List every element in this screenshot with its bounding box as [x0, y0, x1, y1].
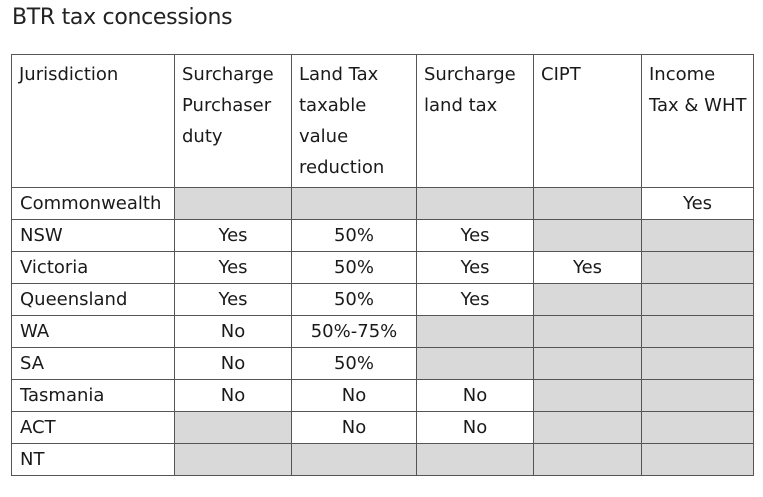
- value-cell: 50%: [291, 251, 417, 284]
- empty-cell: [641, 251, 754, 284]
- value-cell: 50%-75%: [291, 315, 417, 348]
- empty-cell: [416, 443, 534, 476]
- jurisdiction-cell: ACT: [11, 411, 175, 444]
- empty-cell: [533, 411, 642, 444]
- table-row: Tasmania No No No: [11, 379, 754, 412]
- table-row: Commonwealth Yes: [11, 187, 754, 220]
- value-cell: No: [416, 411, 534, 444]
- value-cell: Yes: [641, 187, 754, 220]
- value-cell: No: [291, 411, 417, 444]
- empty-cell: [416, 187, 534, 220]
- value-cell: No: [174, 315, 292, 348]
- value-cell: No: [416, 379, 534, 412]
- value-cell: No: [174, 379, 292, 412]
- empty-cell: [641, 411, 754, 444]
- empty-cell: [174, 411, 292, 444]
- value-cell: Yes: [174, 283, 292, 316]
- column-header-surcharge-purchaser-duty: Surcharge Purchaser duty: [174, 54, 292, 188]
- empty-cell: [416, 347, 534, 380]
- column-header-cipt: CIPT: [533, 54, 642, 188]
- value-cell: 50%: [291, 219, 417, 252]
- empty-cell: [533, 379, 642, 412]
- value-cell: No: [174, 347, 292, 380]
- empty-cell: [641, 315, 754, 348]
- page-title: BTR tax concessions: [12, 5, 233, 30]
- column-header-surcharge-land-tax: Surcharge land tax: [416, 54, 534, 188]
- jurisdiction-cell: Tasmania: [11, 379, 175, 412]
- value-cell: Yes: [174, 251, 292, 284]
- table-row: SA No 50%: [11, 347, 754, 380]
- column-header-jurisdiction: Jurisdiction: [11, 54, 175, 188]
- empty-cell: [533, 219, 642, 252]
- table-row: NSW Yes 50% Yes: [11, 219, 754, 252]
- empty-cell: [641, 219, 754, 252]
- jurisdiction-cell: SA: [11, 347, 175, 380]
- table-row: NT: [11, 443, 754, 476]
- value-cell: 50%: [291, 283, 417, 316]
- empty-cell: [533, 187, 642, 220]
- empty-cell: [416, 315, 534, 348]
- column-header-land-tax-reduction: Land Tax taxable value reduction: [291, 54, 417, 188]
- empty-cell: [533, 443, 642, 476]
- empty-cell: [533, 283, 642, 316]
- tax-concessions-table: Jurisdiction Surcharge Purchaser duty La…: [11, 54, 754, 476]
- table-row: Queensland Yes 50% Yes: [11, 283, 754, 316]
- value-cell: Yes: [416, 219, 534, 252]
- value-cell: 50%: [291, 347, 417, 380]
- table-row: WA No 50%-75%: [11, 315, 754, 348]
- value-cell: Yes: [174, 219, 292, 252]
- empty-cell: [641, 347, 754, 380]
- empty-cell: [641, 443, 754, 476]
- empty-cell: [641, 379, 754, 412]
- empty-cell: [641, 283, 754, 316]
- empty-cell: [533, 315, 642, 348]
- jurisdiction-cell: Queensland: [11, 283, 175, 316]
- jurisdiction-cell: WA: [11, 315, 175, 348]
- column-header-income-tax-wht: Income Tax & WHT: [641, 54, 754, 188]
- jurisdiction-cell: NSW: [11, 219, 175, 252]
- jurisdiction-cell: NT: [11, 443, 175, 476]
- value-cell: Yes: [416, 251, 534, 284]
- empty-cell: [174, 443, 292, 476]
- empty-cell: [291, 187, 417, 220]
- jurisdiction-cell: Victoria: [11, 251, 175, 284]
- jurisdiction-cell: Commonwealth: [11, 187, 175, 220]
- empty-cell: [291, 443, 417, 476]
- empty-cell: [174, 187, 292, 220]
- table-row: Victoria Yes 50% Yes Yes: [11, 251, 754, 284]
- value-cell: No: [291, 379, 417, 412]
- table-header-row: Jurisdiction Surcharge Purchaser duty La…: [11, 54, 754, 188]
- empty-cell: [533, 347, 642, 380]
- value-cell: Yes: [416, 283, 534, 316]
- value-cell: Yes: [533, 251, 642, 284]
- table-row: ACT No No: [11, 411, 754, 444]
